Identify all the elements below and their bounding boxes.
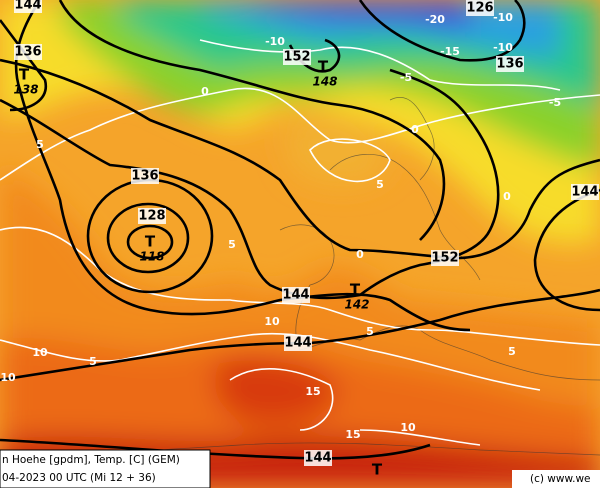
isotherm-label: 10 xyxy=(400,421,416,434)
low-marker: T xyxy=(318,58,329,76)
copyright-box xyxy=(512,470,600,488)
contour-label-bg xyxy=(496,56,524,72)
contour-label: 136 xyxy=(14,45,41,60)
isotherm-label: -5 xyxy=(549,96,561,109)
caption-line: n Hoehe [gpdm], Temp. [C] (GEM) xyxy=(2,454,180,466)
contour-label: 144 xyxy=(282,288,309,303)
isotherm-label: 10 xyxy=(0,371,16,384)
isotherm-label: 10 xyxy=(32,346,48,359)
contour-label: 126 xyxy=(466,1,493,16)
contour-label-bg xyxy=(138,208,166,224)
isotherm-label: 0 xyxy=(201,85,209,98)
contour-label: 144 xyxy=(14,0,41,13)
contour-label-bg xyxy=(466,0,494,16)
low-marker: T xyxy=(19,66,30,84)
low-value: 142 xyxy=(344,298,369,312)
contour-label-bg xyxy=(131,168,159,184)
contour-label-bg xyxy=(284,335,312,351)
contour-label: 144 xyxy=(284,336,311,351)
contour-label: 136 xyxy=(496,57,523,72)
isotherm-label: -10 xyxy=(493,41,513,54)
isotherm-label: 0 xyxy=(356,248,364,261)
contour-label-bg xyxy=(282,287,310,303)
contour-label-bg xyxy=(14,0,42,13)
contour-label: 152 xyxy=(283,50,310,65)
isotherm-label: -10 xyxy=(493,11,513,24)
isotherm-label: 0 xyxy=(411,123,419,136)
low-value: 148 xyxy=(312,75,337,89)
contour-label-bg xyxy=(571,184,599,200)
low-value: 138 xyxy=(13,83,38,97)
isotherm-label: 5 xyxy=(508,345,516,358)
copyright: (c) www.we xyxy=(530,473,591,485)
low-value: 118 xyxy=(139,250,164,264)
temperature-isotherms xyxy=(0,39,600,446)
isotherm-label: 5 xyxy=(89,355,97,368)
isotherm-label: -10 xyxy=(265,35,285,48)
caption-box xyxy=(0,449,211,488)
contour-label-bg xyxy=(283,49,311,65)
low-marker: T xyxy=(145,233,156,251)
isotherm-label: 15 xyxy=(305,385,320,398)
isotherm-label: 5 xyxy=(366,325,374,338)
contour-label-bg xyxy=(431,250,459,266)
caption-line: 04-2023 00 UTC (Mi 12 + 36) xyxy=(2,472,156,484)
contour-label: 128 xyxy=(138,209,165,224)
contour-label: 144 xyxy=(304,451,331,466)
isotherm-label: 5 xyxy=(376,178,384,191)
contour-label-bg xyxy=(304,450,332,466)
isotherm-label: -20 xyxy=(425,13,445,26)
low-marker: T xyxy=(350,281,361,299)
isotherm-label: 5 xyxy=(36,138,44,151)
low-marker: T xyxy=(372,461,383,479)
isotherm-label: 15 xyxy=(345,428,360,441)
contour-label: 152 xyxy=(431,251,458,266)
contour-label-bg xyxy=(14,44,42,60)
isotherm-label: -5 xyxy=(400,71,412,84)
isotherm-label: 0 xyxy=(503,190,511,203)
isotherm-label: -15 xyxy=(440,45,460,58)
isotherm-label: 10 xyxy=(264,315,280,328)
isotherm-label: 5 xyxy=(228,238,236,251)
contour-label: 136 xyxy=(131,169,158,184)
contour-label: 144 xyxy=(571,185,598,200)
